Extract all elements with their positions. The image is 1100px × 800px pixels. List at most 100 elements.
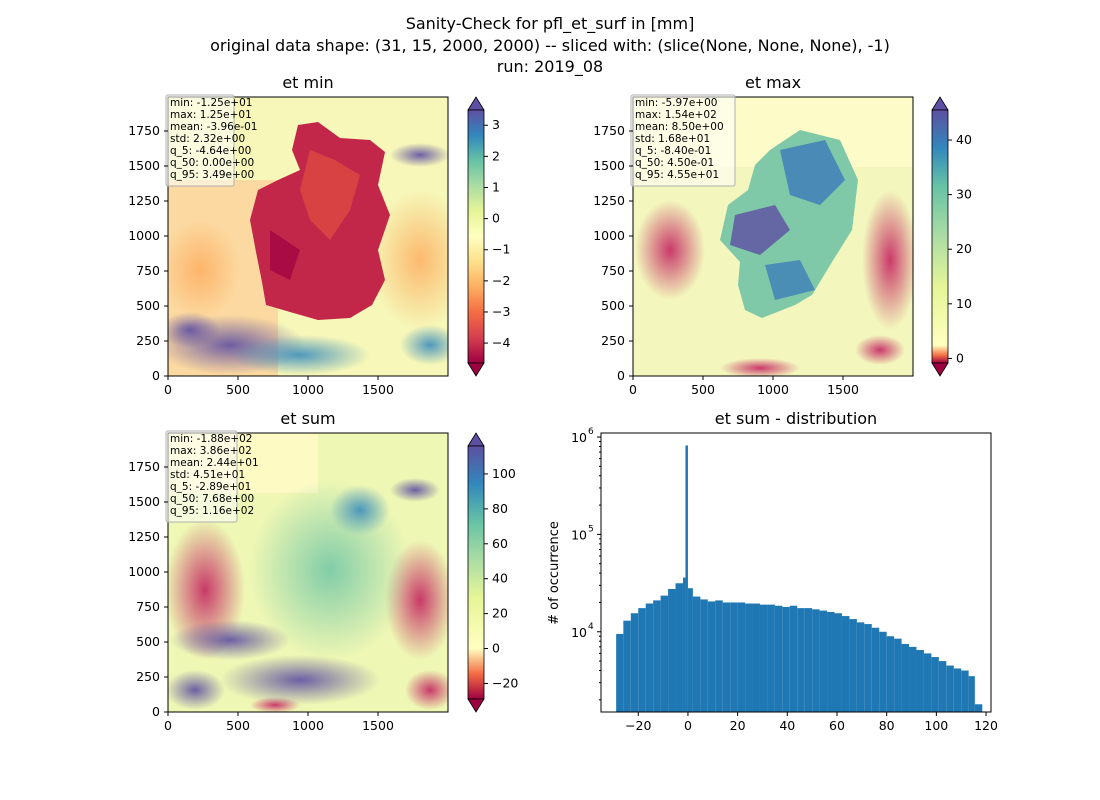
histogram-bar [737,602,746,712]
y-axis-label: # of occurrence [547,521,562,625]
y-tick-label: 1000 [128,228,160,243]
histogram-bar [653,600,661,712]
x-tick-label: 0 [684,718,692,733]
x-tick-label: 1500 [362,382,394,397]
histogram-bar [745,603,753,712]
histogram-bar [812,609,820,712]
x-tick-label: 0 [164,718,172,733]
histogram-bar [819,610,828,712]
stat-q5: q_5: -2.89e+01 [170,481,251,493]
figure-title-line2: original data shape: (31, 15, 2000, 2000… [210,36,890,55]
y-tick-label: 500 [601,298,625,313]
x-tick-label: 1500 [827,382,859,397]
stat-q95: q_95: 3.49e+00 [170,169,254,181]
histogram-bar [685,445,688,712]
figure-title-line1: Sanity-Check for pfl_et_surf in [mm] [406,14,695,34]
histogram-bar [849,619,857,712]
map-image [168,433,448,712]
y-tick-label: 250 [601,333,625,348]
x-tick-label: 1000 [292,382,324,397]
stats-box: min: -1.25e+01 max: 1.25e+01 mean: -3.96… [165,94,257,187]
y-tick-label: 1250 [593,193,625,208]
y-tick-label: 500 [136,298,160,313]
y-tick-label: 250 [136,669,160,684]
x-tick-label: 80 [879,718,895,733]
x-tick-label: −20 [625,718,651,733]
histogram-bar [953,668,962,712]
colorbar-tick-label: 10 [956,296,972,311]
histogram-bar [638,608,646,712]
colorbar-tick-label: 3 [492,117,500,132]
y-axis-ticks: 0 250 500 750 1000 1250 1500 1750 [128,459,168,719]
histogram-bar [856,622,865,712]
colorbar-tick-label: 30 [956,187,972,202]
histogram-bar [700,599,708,712]
stat-std: std: 2.32e+00 [170,133,245,145]
x-tick-label: 0 [164,382,172,397]
histogram-bar [886,636,895,712]
y-tick-label: 0 [152,704,160,719]
stat-q5: q_5: -8.40e-01 [635,145,711,157]
x-axis-ticks: 0 500 1000 1500 [164,376,394,397]
y-tick-label: 1500 [128,158,160,173]
y-tick-exponent: 5 [588,524,594,534]
x-tick-label: 500 [691,382,715,397]
y-tick-exponent: 6 [588,427,594,437]
y-tick-label: 0 [152,368,160,383]
y-tick-label: 1250 [128,529,160,544]
histogram-bar [879,631,887,712]
y-tick-label: 10 [571,527,587,542]
y-tick-label: 1000 [593,228,625,243]
panel-et-min: et min min: -1.25e+01 max: 1.25e+01 mean… [128,73,510,397]
colorbar-tick-label: 2 [492,148,500,163]
histogram-bar [752,603,760,712]
histogram-bar [968,676,975,712]
colorbar-tick-label: −20 [492,675,518,690]
stat-std: std: 1.68e+01 [635,133,710,145]
stat-q95: q_95: 1.16e+02 [170,505,254,517]
histogram-bar [923,653,932,712]
panel-histogram: et sum - distribution # of occurrence −2… [547,409,998,733]
stats-box: min: -5.97e+00 max: 1.54e+02 mean: 8.50e… [630,94,736,187]
y-tick-label: 1500 [128,494,160,509]
histogram-bar [730,602,738,712]
stat-q95: q_95: 4.55e+01 [635,169,719,181]
histogram-bar [722,602,731,712]
histogram-bar [660,595,669,712]
histogram-bar [909,646,917,712]
x-tick-label: 1500 [362,718,394,733]
histogram-bar [916,649,924,712]
y-tick-label: 1750 [128,459,160,474]
histogram-bar [645,603,654,712]
colorbar-tick-label: −4 [492,335,510,350]
histogram-bar [759,604,768,712]
stat-std: std: 4.51e+01 [170,469,245,481]
stat-mean: mean: 8.50e+00 [635,121,724,133]
x-tick-label: 500 [226,382,250,397]
histogram-bar [931,657,939,712]
panel-et-max: et max min: -5.97e+00 max: 1.54e+02 mean… [593,73,972,397]
x-tick-label: 100 [924,718,948,733]
colorbar-tick-label: 1 [492,179,500,194]
histogram-bar [871,627,880,712]
y-tick-label: 750 [136,263,160,278]
figure-title-line3: run: 2019_08 [497,57,603,77]
stat-min: min: -5.97e+00 [635,97,717,109]
histogram-bar [616,633,624,712]
y-tick-label: 1750 [593,123,625,138]
x-axis-ticks: 0 500 1000 1500 [164,712,394,733]
y-axis-ticks: 0 250 500 750 1000 1250 1500 1750 [128,123,168,383]
y-tick-label: 250 [136,333,160,348]
histogram-bar [834,613,842,712]
colorbar-tick-label: 0 [492,641,500,656]
x-tick-label: 1000 [292,718,324,733]
colorbar-tick-label: 40 [956,132,972,147]
colorbar-tick-label: 20 [492,606,508,621]
stat-q50: q_50: 0.00e+00 [170,157,254,169]
stat-q50: q_50: 7.68e+00 [170,493,254,505]
histogram-x-ticks: −20 0 20 40 60 80 100 120 [625,712,998,733]
histogram-bar [894,638,902,712]
histogram-bar [692,596,701,712]
